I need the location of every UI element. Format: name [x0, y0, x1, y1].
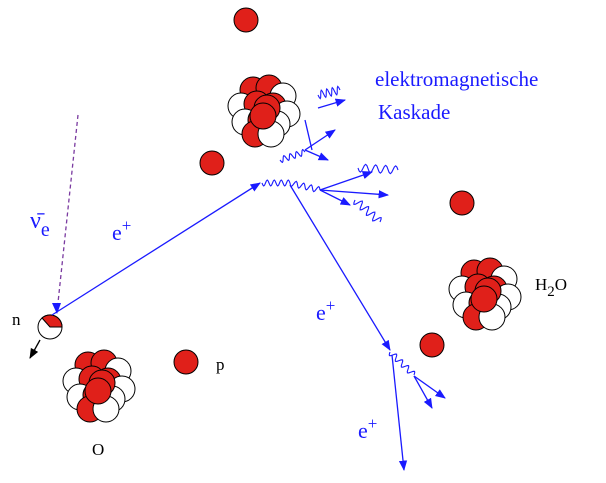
- proton: [234, 8, 258, 32]
- symbol: e: [316, 300, 326, 325]
- positron-label: e+: [112, 216, 131, 245]
- proton-label: p: [216, 355, 225, 374]
- antineutrino-label: ν̄e: [30, 208, 50, 241]
- h: H: [535, 275, 547, 294]
- photon: [290, 181, 320, 191]
- photon: [318, 86, 340, 98]
- nucleon: [250, 103, 276, 129]
- proton: [200, 151, 224, 175]
- recoil: [30, 340, 40, 358]
- track: [414, 376, 432, 408]
- charge: +: [122, 216, 132, 235]
- cascade-label: elektromagnetische: [375, 67, 538, 91]
- photon: [262, 180, 290, 186]
- track: [305, 120, 312, 150]
- track: [305, 150, 328, 160]
- track: [320, 190, 388, 195]
- proton: [420, 333, 444, 357]
- track: [392, 355, 404, 470]
- diagram: elektromagnetische Kaskade ν̄e e+ e+ e+ …: [0, 0, 606, 483]
- page: {"cascade_label": {"line1": "elektromagn…: [0, 0, 606, 483]
- photon: [280, 150, 305, 163]
- oxygen-label: O: [92, 440, 104, 459]
- track: [290, 185, 390, 350]
- photon: [354, 200, 381, 222]
- water-label: H2O: [535, 275, 567, 300]
- nucleon: [471, 286, 497, 312]
- symbol: e: [112, 220, 122, 245]
- neutrino: [57, 115, 78, 312]
- proton: [450, 191, 474, 215]
- sub: 2: [547, 284, 555, 300]
- charge: +: [326, 296, 336, 315]
- positron-label: e+: [358, 414, 377, 443]
- track: [414, 376, 445, 398]
- o: O: [555, 275, 567, 294]
- neutron-label: n: [12, 310, 21, 329]
- positron-label: e+: [316, 296, 335, 325]
- nucleon: [85, 378, 111, 404]
- symbol: e: [358, 418, 368, 443]
- subscript: e: [41, 219, 50, 241]
- track: [320, 172, 372, 190]
- proton: [174, 350, 198, 374]
- track: [318, 100, 345, 108]
- photon: [358, 164, 398, 173]
- charge: +: [368, 414, 378, 433]
- cascade-label: Kaskade: [378, 100, 450, 124]
- track: [52, 183, 260, 315]
